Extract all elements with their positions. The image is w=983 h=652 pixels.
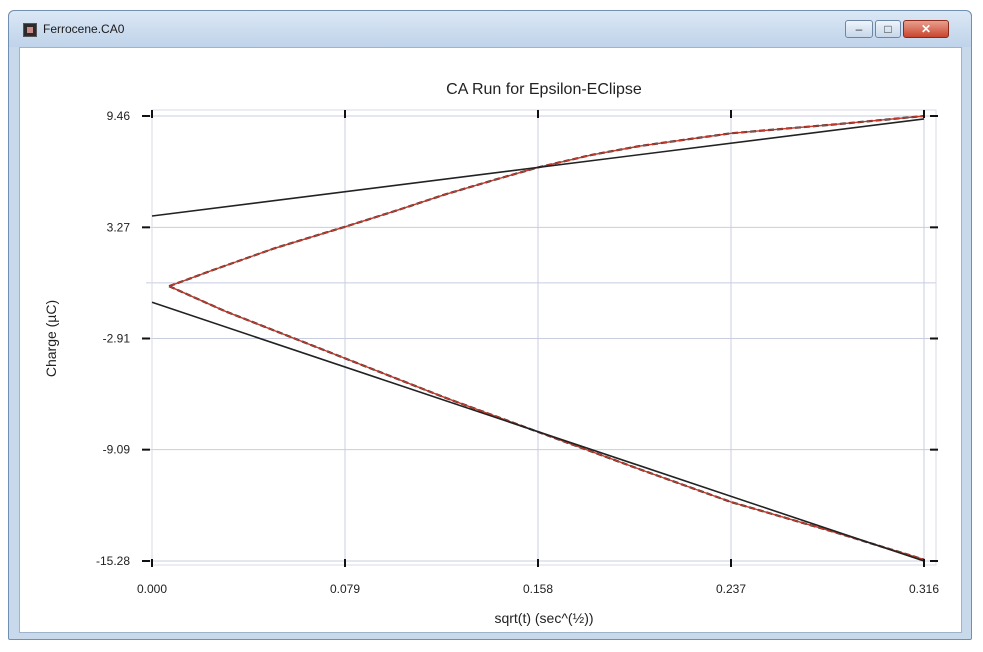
window-title: Ferrocene.CA0 — [43, 22, 125, 36]
plot-frame-rect — [151, 109, 937, 566]
series-layer — [151, 114, 925, 562]
tick-layer: 0.000 0.079 0.158 0.237 0.316 9.46 3.27 -2.91 -9… — [96, 109, 939, 596]
grid-layer — [146, 110, 936, 565]
y-tick-label: 3.27 — [107, 220, 131, 234]
x-tick-label: 0.158 — [523, 582, 553, 596]
y-tick-label: -15.28 — [96, 554, 130, 568]
x-axis-label: sqrt(t) (sec^(½)) — [494, 610, 593, 626]
chart-area: 0.000 0.079 0.158 0.237 0.316 9.46 3.27 -2.91 -9… — [19, 47, 962, 633]
series-line-shadow — [168, 114, 925, 288]
x-tick-label: 0.000 — [137, 582, 167, 596]
chart-svg: 0.000 0.079 0.158 0.237 0.316 9.46 3.27 -2.91 -9… — [43, 81, 939, 626]
data-series-line — [168, 115, 925, 287]
app-icon[interactable] — [23, 23, 37, 37]
x-tick-label: 0.079 — [330, 582, 360, 596]
close-icon: ✕ — [920, 22, 932, 36]
close-button[interactable]: ✕ — [903, 20, 949, 38]
minimize-icon: – — [855, 22, 863, 36]
y-tick-label: 9.46 — [107, 109, 131, 123]
x-tick-label: 0.316 — [909, 582, 939, 596]
maximize-button[interactable]: □ — [875, 20, 901, 38]
x-tick-label: 0.237 — [716, 582, 746, 596]
chart-title: CA Run for Epsilon-EClipse — [446, 81, 642, 98]
plot-frame — [151, 109, 937, 566]
series-line-shadow — [168, 285, 925, 561]
data-series-line — [168, 285, 925, 561]
title-bar[interactable]: Ferrocene.CA0 – □ ✕ — [9, 11, 971, 47]
y-tick-label: -9.09 — [103, 443, 131, 457]
minimize-button[interactable]: – — [845, 20, 873, 38]
y-axis-label: Charge (µC) — [43, 300, 59, 377]
fit-line — [151, 118, 925, 217]
chart-window: Ferrocene.CA0 – □ ✕ 0.000 0.079 0.158 0.237… — [8, 10, 972, 640]
y-tick-label: -2.91 — [103, 332, 131, 346]
maximize-icon: □ — [884, 22, 892, 36]
fit-line — [151, 301, 925, 562]
